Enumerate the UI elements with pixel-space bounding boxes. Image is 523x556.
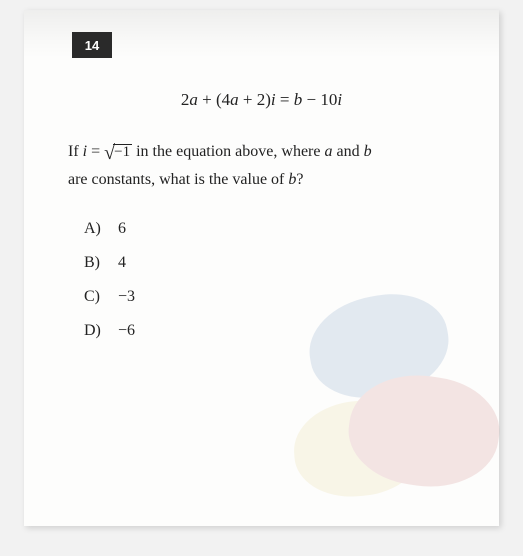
eq-var-i: i	[337, 90, 342, 109]
choice-value: −3	[118, 288, 135, 306]
sqrt-icon: √ −1	[104, 143, 132, 161]
choice-d[interactable]: D) −6	[84, 322, 135, 340]
equation: 2a + (4a + 2)i = b − 10i	[24, 90, 499, 110]
prompt-text: =	[87, 143, 104, 160]
choice-letter: D)	[84, 322, 118, 340]
sqrt-argument: −1	[113, 144, 132, 160]
eq-var-a: a	[189, 90, 198, 109]
choice-value: −6	[118, 322, 135, 340]
choice-b[interactable]: B) 4	[84, 254, 135, 272]
watermark-icon	[269, 296, 523, 556]
prompt-var-b: b	[364, 143, 372, 160]
choice-value: 6	[118, 220, 126, 238]
eq-part: + (4	[198, 90, 230, 109]
prompt-text: are constants, what is the value of	[68, 171, 288, 188]
eq-var-b: b	[294, 90, 303, 109]
choice-value: 4	[118, 254, 126, 272]
prompt-text: and	[332, 143, 363, 160]
eq-part: − 10	[302, 90, 337, 109]
eq-part: =	[276, 90, 294, 109]
prompt-text: ?	[296, 171, 303, 188]
answer-choices: A) 6 B) 4 C) −3 D) −6	[84, 220, 135, 356]
choice-letter: C)	[84, 288, 118, 306]
choice-letter: A)	[84, 220, 118, 238]
eq-part: + 2)	[239, 90, 271, 109]
question-prompt: If i = √ −1 in the equation above, where…	[68, 138, 469, 194]
prompt-text: in the equation above, where	[132, 143, 324, 160]
choice-c[interactable]: C) −3	[84, 288, 135, 306]
choice-letter: B)	[84, 254, 118, 272]
question-number-badge: 14	[72, 32, 112, 58]
eq-var-a: a	[230, 90, 239, 109]
prompt-text: If	[68, 143, 83, 160]
choice-a[interactable]: A) 6	[84, 220, 135, 238]
page: 14 2a + (4a + 2)i = b − 10i If i = √ −1 …	[24, 10, 499, 526]
